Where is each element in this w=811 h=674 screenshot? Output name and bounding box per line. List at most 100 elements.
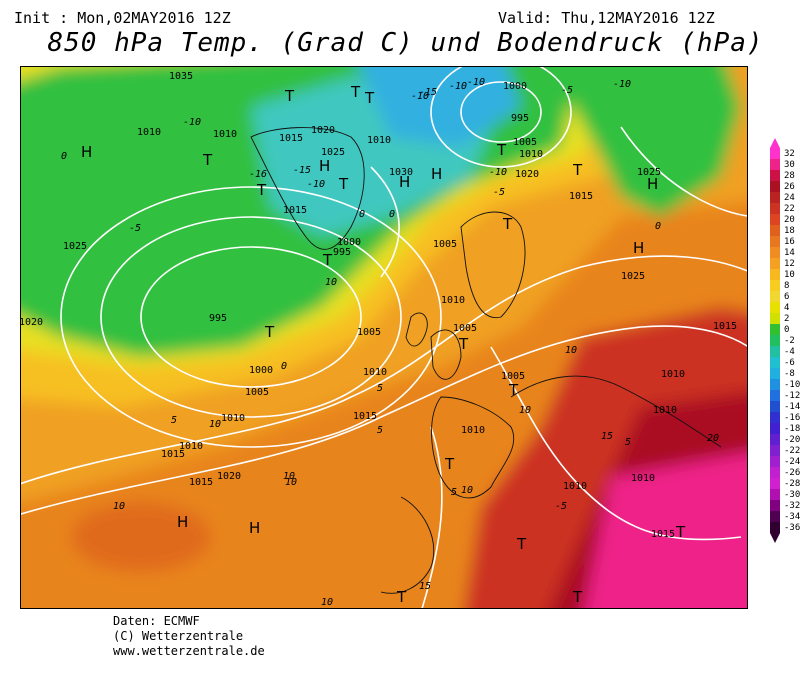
- temperature-label: -10: [411, 91, 429, 102]
- colorbar-tick-label: 20: [784, 215, 795, 225]
- temperature-label: -15: [419, 87, 437, 98]
- temperature-label: 10: [113, 501, 125, 512]
- colorbar-tick-label: 30: [784, 160, 795, 170]
- colorbar-tick-label: 6: [784, 292, 789, 302]
- temperature-label: 10: [519, 405, 531, 416]
- high-pressure-label: H: [399, 173, 410, 191]
- colorbar-tick-label: 24: [784, 193, 795, 203]
- isobars: [21, 67, 747, 608]
- low-pressure-label: T: [284, 87, 295, 105]
- colorbar-tick-label: 12: [784, 259, 795, 269]
- colorbar-tick-label: -10: [784, 380, 800, 390]
- temperature-label: 0: [359, 209, 365, 220]
- colorbar-tick-label: -30: [784, 490, 800, 500]
- temperature-label: 15: [601, 431, 613, 442]
- pressure-label: 1010: [563, 481, 587, 492]
- low-pressure-label: T: [202, 151, 213, 169]
- colorbar-swatch: [770, 335, 780, 346]
- temperature-label: -5: [129, 223, 141, 234]
- colorbar-tick-label: 0: [784, 325, 789, 335]
- colorbar-tick-label: -32: [784, 501, 800, 511]
- temperature-label: 10: [565, 345, 577, 356]
- chart-title: 850 hPa Temp. (Grad C) und Bodendruck (h…: [47, 28, 764, 58]
- temperature-label: 5: [377, 425, 383, 436]
- temperature-label: -5: [561, 85, 573, 96]
- colorbar-swatch: [770, 203, 780, 214]
- temperature-label: 5: [625, 437, 631, 448]
- colorbar-tick-label: 32: [784, 149, 795, 159]
- temperature-label: 10: [325, 277, 337, 288]
- colorbar-swatch: [770, 379, 780, 390]
- pressure-label: 1000: [503, 81, 527, 92]
- temperature-label: 0: [281, 361, 287, 372]
- pressure-label: 1035: [169, 71, 193, 82]
- temperature-label: 0: [655, 221, 661, 232]
- low-pressure-label: T: [444, 455, 455, 473]
- high-pressure-label: H: [81, 143, 92, 161]
- pressure-label: 1020: [311, 125, 335, 136]
- pressure-label: 1005: [501, 371, 525, 382]
- pressure-label: 1025: [63, 241, 87, 252]
- temperature-label: 10: [321, 597, 333, 608]
- temperature-label: 5: [377, 383, 383, 394]
- colorbar-swatch: [770, 225, 780, 236]
- pressure-label: 1020: [217, 471, 241, 482]
- pressure-label: 1000: [249, 365, 273, 376]
- colorbar-arrow-top: [770, 138, 780, 148]
- pressure-label: 1005: [513, 137, 537, 148]
- high-pressure-label: H: [633, 239, 644, 257]
- temperature-label: 0: [61, 151, 67, 162]
- temperature-label: -10: [613, 79, 631, 90]
- coastlines: [250, 127, 722, 594]
- high-pressure-label: H: [431, 165, 442, 183]
- colorbar-swatch: [770, 357, 780, 368]
- pressure-label: 1015: [161, 449, 185, 460]
- low-pressure-label: T: [322, 251, 333, 269]
- colorbar-tick-label: -22: [784, 446, 800, 456]
- colorbar-swatch: [770, 192, 780, 203]
- pressure-label: 1025: [637, 167, 661, 178]
- low-pressure-label: T: [496, 141, 507, 159]
- pressure-label: 995: [511, 113, 529, 124]
- temperature-label: 5: [451, 487, 457, 498]
- pressure-label: 1010: [213, 129, 237, 140]
- pressure-label: 1010: [461, 425, 485, 436]
- colorbar-swatch: [770, 456, 780, 467]
- pressure-label: 1015: [189, 477, 213, 488]
- high-pressure-label: H: [647, 175, 658, 193]
- colorbar-swatch: [770, 423, 780, 434]
- colorbar-swatch: [770, 170, 780, 181]
- colorbar-swatch: [770, 467, 780, 478]
- pressure-label: 1010: [363, 367, 387, 378]
- pressure-label: 1010: [179, 441, 203, 452]
- colorbar-tick-label: -20: [784, 435, 800, 445]
- pressure-label: 1015: [279, 133, 303, 144]
- temperature-label: 10: [461, 485, 473, 496]
- credit-line: Daten: ECMWF: [113, 614, 200, 628]
- colorbar-swatch: [770, 247, 780, 258]
- pressure-label: 1010: [367, 135, 391, 146]
- pressure-label: 1015: [651, 529, 675, 540]
- colorbar-tick-label: -24: [784, 457, 800, 467]
- pressure-label: 1015: [283, 205, 307, 216]
- colorbar-swatch: [770, 159, 780, 170]
- pressure-label: 1025: [621, 271, 645, 282]
- low-pressure-label: T: [502, 215, 513, 233]
- colorbar-tick-label: 8: [784, 281, 789, 291]
- colorbar-tick-label: -18: [784, 424, 800, 434]
- colorbar-swatch: [770, 401, 780, 412]
- colorbar-swatch: [770, 291, 780, 302]
- colorbar-swatch: [770, 368, 780, 379]
- colorbar-tick-label: 4: [784, 303, 789, 313]
- colorbar-tick-label: 26: [784, 182, 795, 192]
- colorbar-tick-label: -36: [784, 523, 800, 533]
- low-pressure-label: T: [338, 175, 349, 193]
- temperature-label: 10: [209, 419, 221, 430]
- colorbar-tick-label: -12: [784, 391, 800, 401]
- colorbar-tick-label: -2: [784, 336, 795, 346]
- colorbar-tick-label: -28: [784, 479, 800, 489]
- temperature-label: -5: [493, 187, 505, 198]
